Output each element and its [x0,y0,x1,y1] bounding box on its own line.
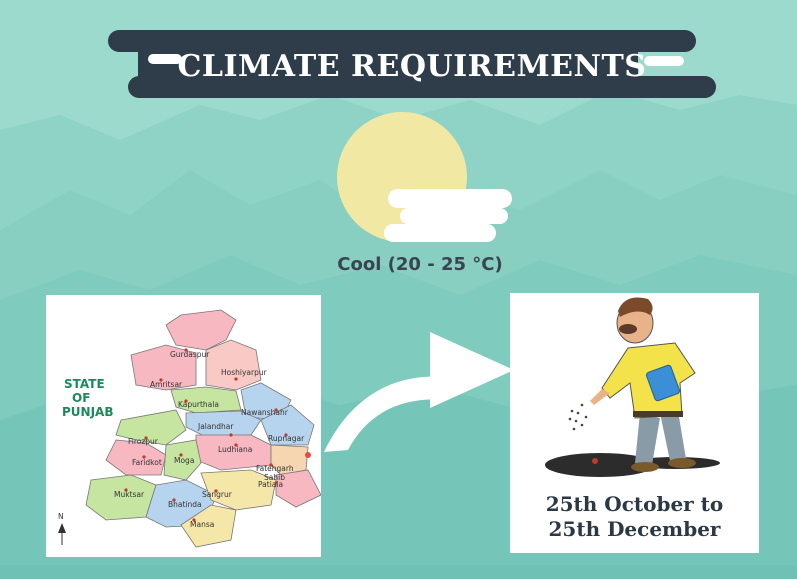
district-label: Fatehgarh [256,464,294,473]
sowing-period-line1: 25th October to [545,492,724,516]
district-label: Rupnagar [268,434,305,443]
north-arrow-icon [58,523,66,533]
state-label-line3: PUNJAB [62,405,113,419]
district-label: Gurdaspur [170,350,210,359]
district-label: Hoshiyarpur [221,368,268,377]
district-label: Muktsar [114,490,145,499]
farmer-sowing-illustration [545,297,720,477]
district-label: Moga [174,456,194,465]
temperature-label: Cool (20 - 25 °C) [337,254,503,275]
sowing-period-line2: 25th December [548,517,721,541]
district-label: Bhatinda [168,500,202,509]
district-label: Faridkot [132,458,162,467]
district-label: Nawanshahr [241,408,289,417]
district-label: Patiala [258,480,283,489]
district-label: Amritsar [150,380,183,389]
page-title: CLIMATE REQUIREMENTS [177,49,647,84]
north-label: N [58,512,64,521]
sowing-card [510,293,759,553]
district-label: Sahib [264,473,285,482]
curved-arrow-icon [324,332,514,452]
title-banner [108,30,716,98]
district-label: Mansa [190,520,214,529]
state-label-line2: OF [72,391,90,405]
sowing-period-text: 25th October to 25th December [510,492,759,542]
district-label: Sangrur [202,490,233,499]
sun-cloud-icon [337,112,512,242]
punjab-map: STATE OF PUNJAB N Gurdaspur Amritsar Hos… [58,309,322,548]
district-label: Firozpur [128,437,159,446]
district-label: Kapurthala [178,400,219,409]
state-label-line1: STATE [64,377,105,391]
punjab-map-card: STATE OF PUNJAB N Gurdaspur Amritsar Hos… [46,295,322,557]
district-label: Ludhiana [218,445,252,454]
district-label: Jalandhar [197,422,234,431]
